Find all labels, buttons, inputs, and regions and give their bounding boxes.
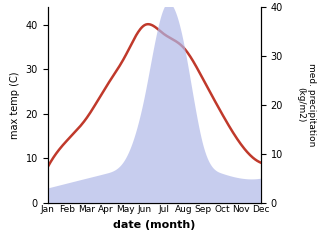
Y-axis label: med. precipitation
(kg/m2): med. precipitation (kg/m2) — [297, 63, 316, 147]
Y-axis label: max temp (C): max temp (C) — [10, 71, 20, 139]
X-axis label: date (month): date (month) — [113, 220, 196, 230]
